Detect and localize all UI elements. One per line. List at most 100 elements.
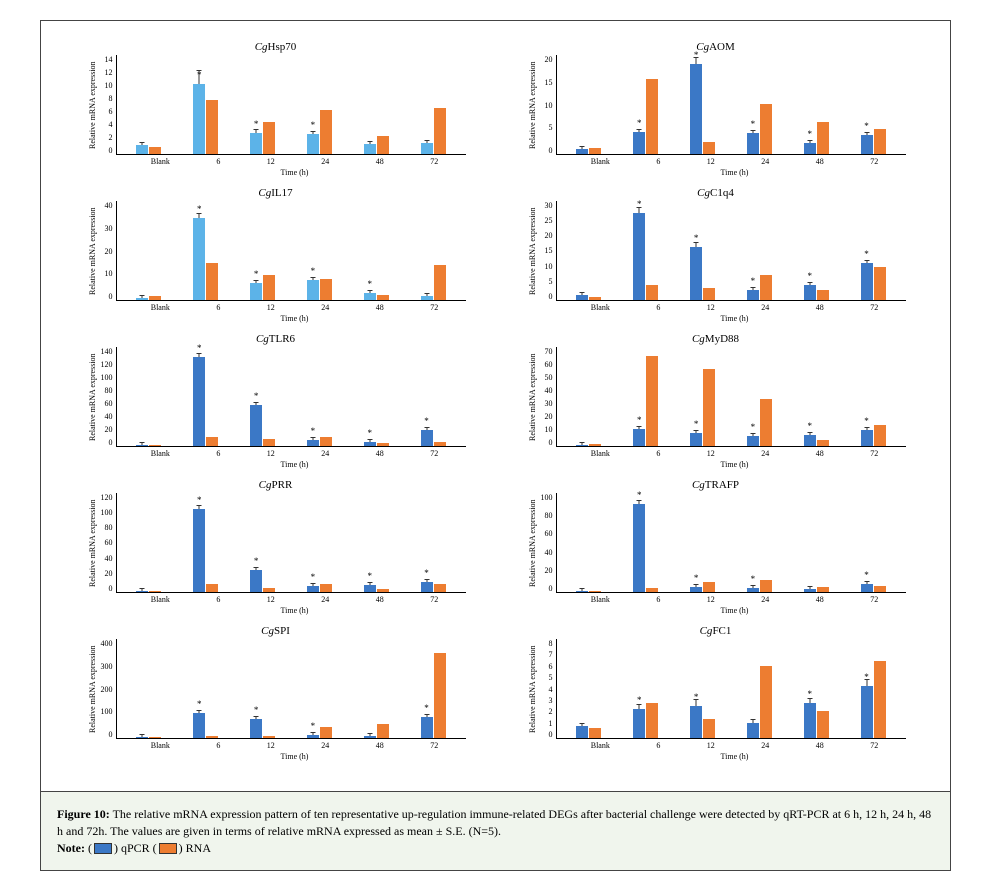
x-tick-label: 48 [376, 595, 384, 604]
significance-star: * [864, 570, 869, 580]
bar-group: * [747, 104, 772, 154]
chart-body: Relative mRNA expression20151050***** [526, 55, 906, 155]
bar-group: * [633, 79, 658, 154]
significance-star: * [197, 70, 202, 80]
x-tick-label: 48 [376, 303, 384, 312]
bar-group [421, 108, 446, 154]
x-tick-label: 72 [870, 157, 878, 166]
bar-group: * [690, 369, 715, 446]
error-bar [369, 439, 370, 442]
bar-qpcr: * [804, 703, 816, 738]
y-tick-label: 0 [109, 438, 113, 447]
significance-star: * [751, 574, 756, 584]
bar-qpcr [421, 296, 433, 300]
bar-qpcr: * [250, 405, 262, 446]
error-bar [582, 292, 583, 295]
bar-group: * [690, 247, 715, 300]
bar-qpcr: * [250, 570, 262, 592]
bar-group [576, 591, 601, 592]
error-bar [256, 716, 257, 719]
x-axis-labels: Blank612244872 [124, 155, 466, 166]
chart-body: Relative mRNA expression876543210**** [526, 639, 906, 739]
chart-title: CgIL17 [86, 187, 466, 199]
y-tick-label: 0 [549, 292, 553, 301]
caption-paragraph: Figure 10: The relative mRNA expression … [57, 806, 934, 840]
y-tick-label: 4 [549, 685, 553, 694]
chart-title: CgTRAFP [526, 479, 906, 491]
error-bar [426, 427, 427, 430]
bar-group: * [421, 430, 446, 446]
bar-rna [377, 136, 389, 154]
bar-qpcr: * [690, 587, 702, 592]
x-tick-label: 24 [761, 741, 769, 750]
error-bar [639, 426, 640, 429]
x-tick-label: 24 [321, 303, 329, 312]
error-bar [639, 129, 640, 132]
y-tick-label: 40 [105, 554, 113, 563]
x-tick-label: 24 [761, 449, 769, 458]
bar-rna [874, 129, 886, 154]
bar-rna [377, 443, 389, 446]
bar-group: * [804, 703, 829, 738]
y-tick-label: 0 [549, 584, 553, 593]
chart-row: CgPRRRelative mRNA expression12010080604… [51, 479, 940, 615]
chart-fc1: CgFC1Relative mRNA expression876543210**… [526, 625, 906, 761]
x-tick-label: Blank [151, 449, 170, 458]
bar-group [136, 145, 161, 154]
bar-group: * [804, 122, 829, 155]
chart-il17: CgIL17Relative mRNA expression403020100*… [86, 187, 466, 323]
y-axis-label: Relative mRNA expression [526, 347, 537, 447]
y-tick-label: 0 [549, 146, 553, 155]
x-axis-labels: Blank612244872 [564, 739, 906, 750]
y-tick-label: 40 [545, 548, 553, 557]
bar-qpcr: * [861, 430, 873, 446]
x-axis-title: Time (h) [564, 314, 906, 323]
bar-qpcr: * [421, 430, 433, 446]
x-tick-label: 12 [707, 741, 715, 750]
bar-rna [703, 582, 715, 592]
significance-star: * [311, 120, 316, 130]
chart-title: CgMyD88 [526, 333, 906, 345]
y-tick-label: 15 [545, 246, 553, 255]
bar-qpcr: * [307, 280, 319, 300]
significance-star: * [807, 689, 812, 699]
bar-rna [760, 666, 772, 739]
chart-title: CgTLR6 [86, 333, 466, 345]
x-tick-label: 48 [816, 741, 824, 750]
error-bar [696, 430, 697, 433]
bar-group: * [250, 275, 275, 300]
y-tick-label: 20 [545, 566, 553, 575]
bar-qpcr [576, 726, 588, 739]
bar-qpcr: * [250, 283, 262, 301]
x-tick-label: 72 [430, 157, 438, 166]
y-tick-label: 100 [101, 707, 113, 716]
bar-group: * [861, 661, 886, 739]
error-bar [142, 588, 143, 591]
error-bar [752, 585, 753, 588]
bar-group [576, 148, 601, 154]
bar-rna [589, 148, 601, 154]
x-axis-title: Time (h) [124, 314, 466, 323]
bar-rna [377, 295, 389, 300]
bar-group [576, 726, 601, 739]
significance-star: * [367, 571, 372, 581]
bar-rna [320, 584, 332, 592]
plot-area: **** [117, 639, 466, 739]
bar-qpcr [136, 591, 148, 592]
bar-qpcr: * [250, 719, 262, 738]
y-tick-label: 0 [549, 438, 553, 447]
x-tick-label: 72 [430, 595, 438, 604]
x-tick-label: 24 [761, 157, 769, 166]
y-axis-label: Relative mRNA expression [86, 493, 97, 593]
bar-group: * [250, 570, 275, 592]
chart-title: CgFC1 [526, 625, 906, 637]
y-tick-label: 20 [545, 231, 553, 240]
bar-qpcr: * [747, 133, 759, 154]
y-tick-label: 0 [109, 730, 113, 739]
bar-qpcr [804, 589, 816, 592]
y-tick-label: 60 [105, 538, 113, 547]
x-tick-label: 72 [870, 741, 878, 750]
error-bar [866, 132, 867, 135]
bar-qpcr [136, 298, 148, 301]
bar-group: * [861, 263, 886, 300]
